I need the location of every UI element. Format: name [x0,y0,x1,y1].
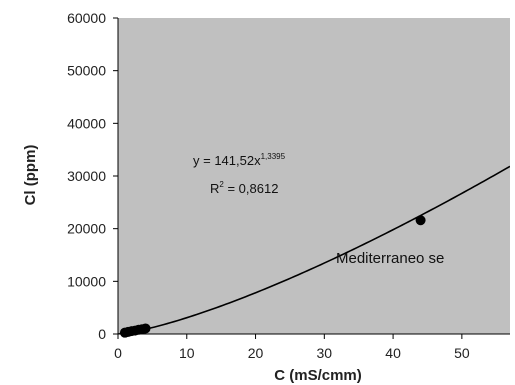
trend-equation: y = 141,52x1,3395 [193,152,286,168]
y-tick-label: 30000 [67,168,106,184]
x-tick-label: 0 [114,345,122,361]
y-ticks: 0 10000 20000 30000 40000 50000 60000 [67,10,118,342]
data-point [140,323,151,334]
data-point [415,215,426,226]
x-tick-label: 20 [248,345,264,361]
r-squared: R2 = 0,8612 [210,180,278,196]
x-tick-label: 40 [385,345,401,361]
y-axis-title: Cl (ppm) [22,145,39,206]
x-ticks: 0 10 20 30 40 50 [114,334,470,361]
x-axis-title: C (mS/cmm) [274,367,362,384]
x-tick-label: 50 [454,345,470,361]
y-tick-label: 10000 [67,273,106,289]
y-tick-label: 40000 [67,115,106,131]
plot-area [118,18,510,334]
y-tick-label: 0 [98,326,106,342]
trendline [118,165,510,334]
trendline-group [118,165,510,334]
x-tick-label: 30 [317,345,333,361]
y-tick-label: 60000 [67,10,106,26]
y-tick-label: 20000 [67,221,106,237]
x-tick-label: 10 [179,345,195,361]
y-tick-label: 50000 [67,63,106,79]
series-annotation: Mediterraneo se [336,250,444,267]
